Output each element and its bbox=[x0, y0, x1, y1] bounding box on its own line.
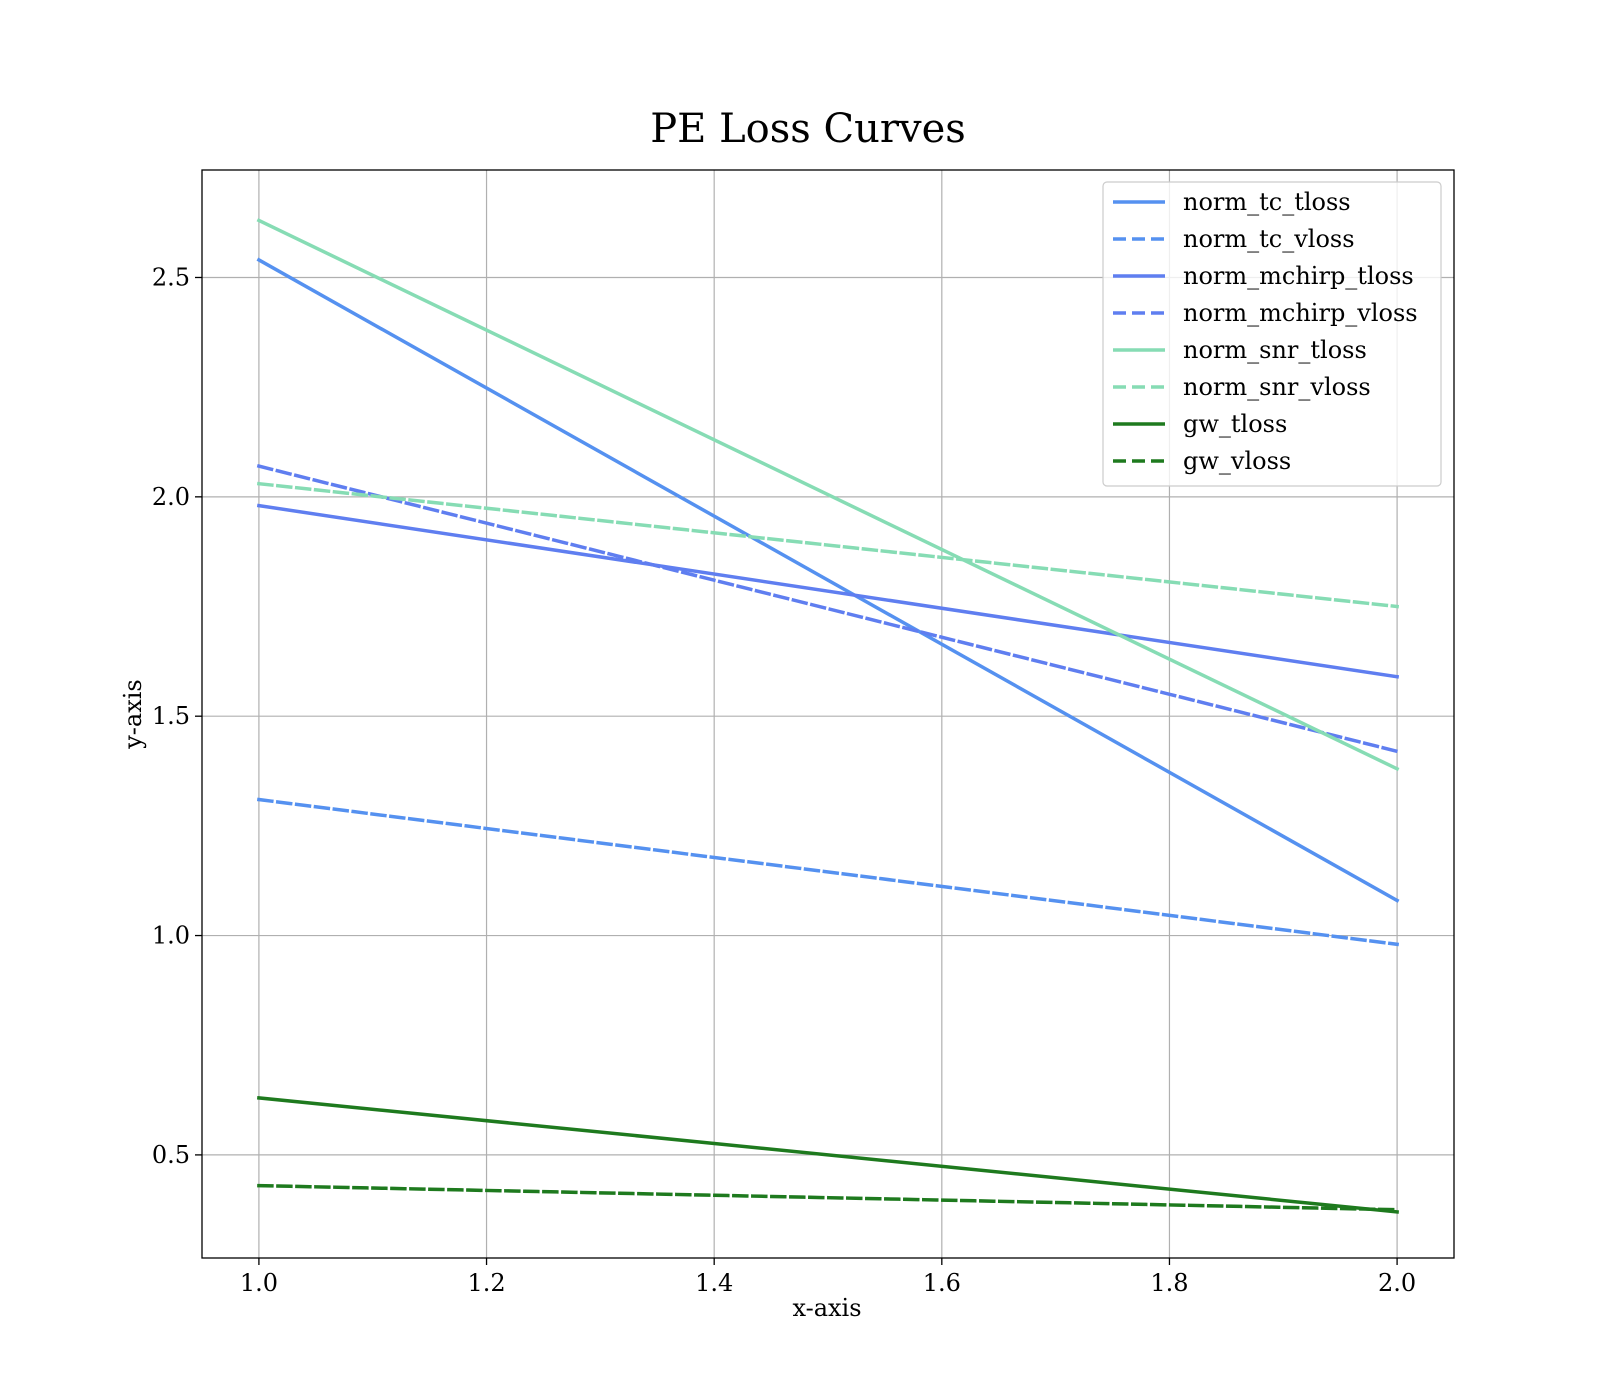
series-line-norm-tc-tloss bbox=[256, 257, 1400, 903]
y-tick-label: 1.5 bbox=[152, 702, 190, 730]
series-group bbox=[256, 218, 1400, 1214]
x-tick-label: 2.0 bbox=[1378, 1269, 1416, 1297]
y-tick-label: 2.5 bbox=[152, 263, 190, 291]
series-line-norm-mchirp-vloss bbox=[256, 464, 1400, 754]
x-tick-label: 1.2 bbox=[467, 1269, 505, 1297]
y-axis-ticks: 0.5 1.0 1.5 2.0 2.5 bbox=[152, 263, 202, 1169]
x-tick-label: 1.0 bbox=[240, 1269, 278, 1297]
legend-label: norm_snr_vloss bbox=[1183, 373, 1371, 401]
x-tick-label: 1.6 bbox=[923, 1269, 961, 1297]
x-tick-label: 1.8 bbox=[1150, 1269, 1188, 1297]
series-line-norm-snr-vloss bbox=[256, 481, 1400, 609]
legend-label: gw_vloss bbox=[1183, 447, 1291, 475]
legend-frame bbox=[1102, 181, 1442, 487]
series-line-gw-vloss bbox=[257, 1183, 1399, 1212]
series-line-gw-tloss bbox=[256, 1095, 1400, 1214]
y-tick-label: 0.5 bbox=[152, 1141, 190, 1169]
y-axis-label: y-axis bbox=[119, 679, 147, 750]
y-tick-label: 1.0 bbox=[152, 922, 190, 950]
legend-label: gw_tloss bbox=[1183, 410, 1287, 438]
legend: norm_tc_tloss norm_tc_vloss norm_mchirp_tl… bbox=[1102, 181, 1442, 487]
legend-label: norm_tc_tloss bbox=[1183, 188, 1351, 216]
plot-frame bbox=[201, 169, 1455, 1259]
x-tick-label: 1.4 bbox=[695, 1269, 733, 1297]
chart-title: PE Loss Curves bbox=[650, 106, 966, 152]
legend-label: norm_mchirp_vloss bbox=[1183, 299, 1418, 327]
legend-label: norm_snr_tloss bbox=[1183, 336, 1367, 364]
legend-label: norm_mchirp_tloss bbox=[1183, 262, 1414, 290]
series-line-norm-mchirp-tloss bbox=[256, 503, 1400, 679]
series-line-norm-tc-vloss bbox=[256, 797, 1400, 947]
x-axis-ticks: 1.0 1.2 1.4 1.6 1.8 2.0 bbox=[240, 1258, 1416, 1297]
legend-label: norm_tc_vloss bbox=[1183, 225, 1355, 253]
y-tick-label: 2.0 bbox=[152, 483, 190, 511]
x-axis-label: x-axis bbox=[792, 1294, 861, 1322]
series-line-norm-snr-tloss bbox=[256, 218, 1400, 772]
